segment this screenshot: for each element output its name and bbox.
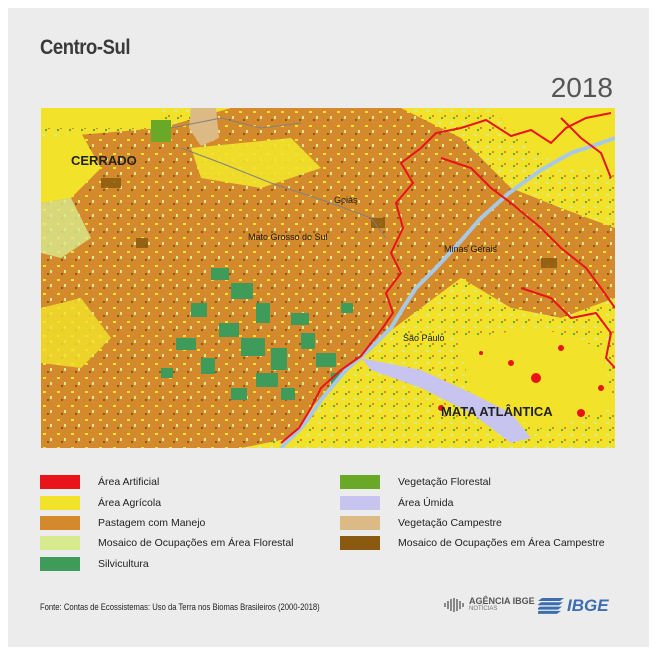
ibge-logo: IBGE — [538, 596, 609, 616]
legend-swatch — [340, 516, 380, 530]
mata-atlantica-label: MATA ATLÂNTICA — [441, 404, 553, 419]
legend-item-area-artificial: Área Artificial — [40, 474, 159, 490]
legend-item-vegetacao-florestal: Vegetação Florestal — [340, 474, 491, 490]
legend-swatch — [40, 516, 80, 530]
page-title: Centro-Sul — [40, 36, 131, 59]
cerrado-label: CERRADO — [71, 153, 137, 168]
agencia-logo-icon — [444, 597, 464, 612]
sao-paulo-label: São Paulo — [403, 333, 445, 343]
legend-item-silvicultura: Silvicultura — [40, 556, 149, 572]
source-note: Fonte: Contas de Ecossistemas: Uso da Te… — [40, 602, 320, 612]
legend-swatch — [340, 536, 380, 550]
legend-swatch — [340, 496, 380, 510]
agencia-logo-subtext: NOTÍCIAS — [469, 606, 498, 612]
ibge-logo-text: IBGE — [567, 596, 609, 615]
legend-item-mosaico-florestal: Mosaico de Ocupações em Área Florestal — [40, 535, 294, 551]
legend-item-area-umida: Área Úmida — [340, 495, 453, 511]
land-use-map: CERRADO MATA ATLÂNTICA Goiás Mato Grosso… — [41, 108, 615, 448]
minas-gerais-label: Minas Gerais — [444, 244, 498, 254]
legend-swatch — [40, 536, 80, 550]
goias-label: Goiás — [334, 195, 358, 205]
map-graphic — [41, 108, 615, 448]
legend-item-mosaico-campestre: Mosaico de Ocupações em Área Campestre — [340, 535, 605, 551]
legend-item-area-agricola: Área Agrícola — [40, 495, 161, 511]
agencia-ibge-logo: AGÊNCIA IBGE NOTÍCIAS — [444, 597, 535, 612]
legend-item-vegetacao-campestre: Vegetação Campestre — [340, 515, 502, 531]
mato-grosso-do-sul-label: Mato Grosso do Sul — [248, 232, 328, 242]
legend-item-pastagem: Pastagem com Manejo — [40, 515, 205, 531]
legend-swatch — [40, 496, 80, 510]
ibge-logo-icon — [538, 598, 564, 614]
agencia-logo-text: AGÊNCIA IBGE — [469, 596, 535, 606]
year-label: 2018 — [550, 72, 613, 103]
legend-swatch — [40, 475, 80, 489]
legend-swatch — [340, 475, 380, 489]
legend-swatch — [40, 557, 80, 571]
